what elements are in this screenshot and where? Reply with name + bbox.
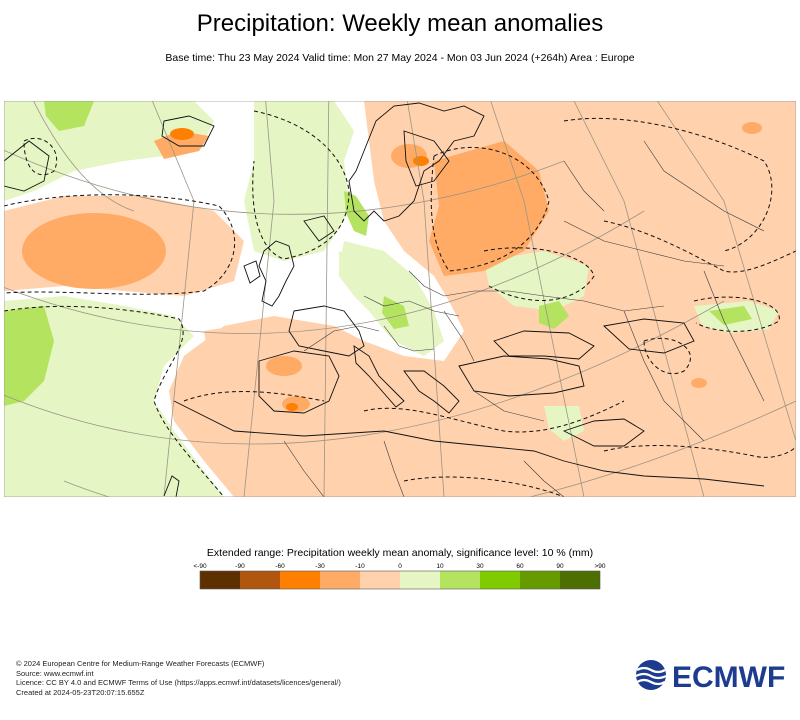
legend-swatch <box>440 571 480 589</box>
legend-swatch <box>400 571 440 589</box>
legend-tick-label: -30 <box>315 563 325 570</box>
legend-swatch <box>480 571 520 589</box>
anomaly-orange <box>22 122 762 412</box>
footer: © 2024 European Centre for Medium-Range … <box>16 659 341 697</box>
legend-swatch <box>240 571 280 589</box>
ecmwf-logo: ECMWF <box>635 660 785 692</box>
legend-swatch <box>360 571 400 589</box>
legend-tick-label: 90 <box>556 563 564 570</box>
legend-tick-label: -90 <box>235 563 245 570</box>
legend-swatch <box>200 571 240 589</box>
borders <box>283 140 765 497</box>
legend-outline <box>199 570 601 590</box>
logo-text: ECMWF <box>672 661 785 692</box>
coastlines <box>4 102 765 497</box>
legend-swatch <box>560 571 600 589</box>
legend-tick-label: <-90 <box>193 563 207 570</box>
anomaly-map <box>4 101 796 497</box>
legend-tick-label: -10 <box>355 563 365 570</box>
footer-created: Created at 2024-05-23T20:07:15.655Z <box>16 687 145 697</box>
footer-copyright: © 2024 European Centre for Medium-Range … <box>16 659 265 668</box>
legend-swatch <box>280 571 320 589</box>
footer-source: Source: www.ecmwf.int <box>16 668 94 678</box>
footer-licence: Licence: CC BY 4.0 and ECMWF Terms of Us… <box>16 678 341 687</box>
legend-title: Extended range: Precipitation weekly mea… <box>206 547 594 559</box>
legend-swatch <box>520 571 560 589</box>
legend-tick-label: 60 <box>516 563 524 570</box>
map-subtitle: Base time: Thu 23 May 2024 Valid time: M… <box>165 52 635 64</box>
legend-tick-label: 10 <box>436 563 444 570</box>
color-legend: <-90 -90 -60 -30 -10 0 10 30 60 90 >90 <box>193 563 606 590</box>
legend-tick-label: -60 <box>275 563 285 570</box>
map-title: Precipitation: Weekly mean anomalies <box>196 10 604 37</box>
legend-tick-label: 0 <box>398 563 402 570</box>
legend-tick-label: 30 <box>476 563 484 570</box>
significance-contours <box>4 110 796 497</box>
legend-tick-label: >90 <box>594 563 605 570</box>
legend-swatch <box>320 571 360 589</box>
